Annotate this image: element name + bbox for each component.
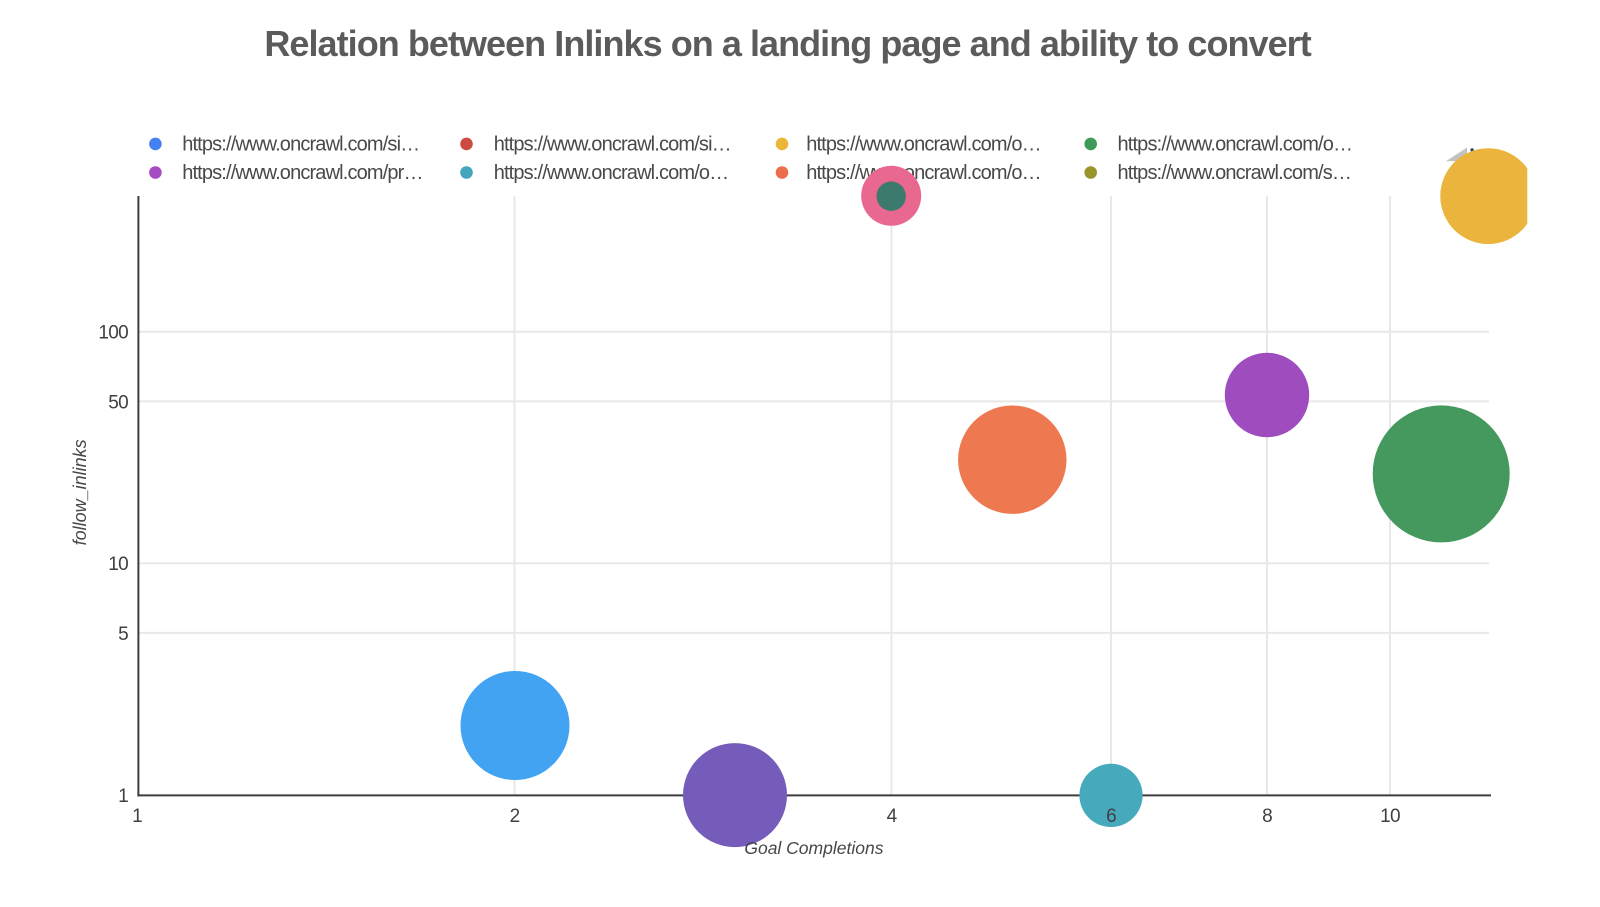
svg-text:https://www.oncrawl.com/o…: https://www.oncrawl.com/o… xyxy=(1118,133,1353,155)
svg-text:https://www.oncrawl.com/o…: https://www.oncrawl.com/o… xyxy=(494,162,729,184)
svg-text:100: 100 xyxy=(98,323,128,344)
svg-text:https://www.oncrawl.com/o…: https://www.oncrawl.com/o… xyxy=(806,162,1041,184)
svg-text:1: 1 xyxy=(118,786,128,807)
svg-text:https://www.oncrawl.com/o…: https://www.oncrawl.com/o… xyxy=(806,133,1041,155)
svg-text:4: 4 xyxy=(887,806,898,827)
svg-text:1: 1 xyxy=(132,806,142,827)
svg-text:https://www.oncrawl.com/si…: https://www.oncrawl.com/si… xyxy=(494,133,731,155)
svg-text:8: 8 xyxy=(1262,806,1272,827)
svg-text:follow_inlinks: follow_inlinks xyxy=(70,439,90,545)
svg-text:10: 10 xyxy=(108,554,128,575)
svg-text:https://www.oncrawl.com/s…: https://www.oncrawl.com/s… xyxy=(1118,162,1352,184)
svg-text:Relation between Inlinks on a: Relation between Inlinks on a landing pa… xyxy=(264,23,1311,64)
svg-text:6: 6 xyxy=(1106,806,1116,827)
svg-text:https://www.oncrawl.com/si…: https://www.oncrawl.com/si… xyxy=(182,133,419,155)
svg-text:10: 10 xyxy=(1380,806,1400,827)
svg-text:5: 5 xyxy=(118,624,128,645)
svg-text:Goal Completions: Goal Completions xyxy=(744,838,883,858)
svg-text:50: 50 xyxy=(108,392,128,413)
svg-text:2: 2 xyxy=(510,806,520,827)
svg-text:https://www.oncrawl.com/pr…: https://www.oncrawl.com/pr… xyxy=(182,162,422,184)
